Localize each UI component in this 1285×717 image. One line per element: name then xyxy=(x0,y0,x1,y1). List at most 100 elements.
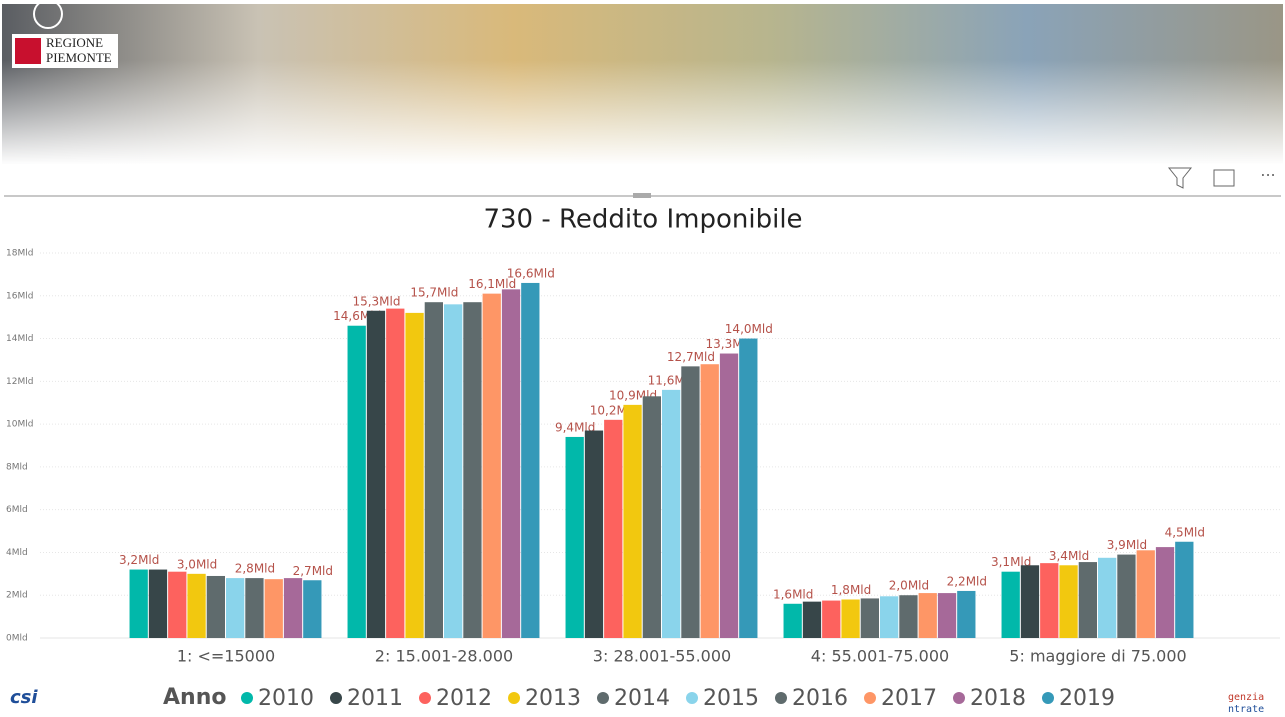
bar xyxy=(424,302,443,638)
agenzia-logo: genzia xyxy=(1228,692,1264,703)
bar xyxy=(168,571,187,638)
data-label: 16,6Mld xyxy=(507,266,555,280)
data-label: 2,8Mld xyxy=(235,562,275,576)
bar xyxy=(604,419,623,638)
legend-title: Anno xyxy=(163,685,226,710)
y-tick-label: 14Mld xyxy=(6,334,33,344)
y-tick-label: 16Mld xyxy=(6,291,33,301)
legend-label: 2010 xyxy=(258,686,314,711)
legend-marker xyxy=(864,692,876,704)
data-label: 1,8Mld xyxy=(831,583,871,597)
bar xyxy=(739,338,758,638)
data-label: 2,0Mld xyxy=(889,579,929,593)
bar xyxy=(1098,557,1117,638)
bar xyxy=(347,325,366,638)
bar xyxy=(148,569,168,638)
more-icon[interactable]: ··· xyxy=(1260,166,1275,185)
bar xyxy=(880,596,899,638)
logo-flag xyxy=(15,38,41,64)
filter-icon[interactable] xyxy=(1167,167,1193,189)
header-fade xyxy=(2,60,1283,165)
data-label: 15,3Mld xyxy=(352,294,400,308)
data-label: 3,4Mld xyxy=(1049,549,1089,563)
bar xyxy=(719,353,739,638)
bar xyxy=(822,600,841,638)
bar xyxy=(1020,565,1040,638)
x-tick-label: 3: 28.001-55.000 xyxy=(593,647,731,666)
bar xyxy=(501,289,521,638)
bar xyxy=(1155,547,1175,638)
y-tick-label: 12Mld xyxy=(6,377,33,387)
bar xyxy=(841,599,860,638)
legend-label: 2012 xyxy=(436,686,492,711)
data-label: 12,7Mld xyxy=(667,350,715,364)
data-label: 3,9Mld xyxy=(1107,538,1147,552)
bar xyxy=(1136,550,1155,638)
y-tick-label: 18Mld xyxy=(6,249,33,259)
legend-marker xyxy=(419,692,431,704)
legend-marker xyxy=(330,692,342,704)
legend-marker xyxy=(597,692,609,704)
focus-icon[interactable] xyxy=(1213,169,1235,187)
data-label: 3,2Mld xyxy=(119,553,159,567)
y-tick-label: 8Mld xyxy=(6,462,28,472)
legend-label: 2018 xyxy=(970,686,1026,711)
bar xyxy=(565,436,584,638)
bar xyxy=(129,569,148,638)
bar xyxy=(623,404,642,638)
legend-label: 2017 xyxy=(881,686,937,711)
y-tick-label: 2Mld xyxy=(6,591,28,601)
legend-label: 2011 xyxy=(347,686,403,711)
y-tick-label: 4Mld xyxy=(6,548,28,558)
legend-label: 2016 xyxy=(792,686,848,711)
data-label: 2,7Mld xyxy=(293,564,333,578)
data-label: 1,6Mld xyxy=(773,587,813,601)
logo-text: REGIONE xyxy=(46,35,103,50)
bar xyxy=(584,430,604,638)
bar xyxy=(206,575,225,638)
bar xyxy=(482,293,501,638)
bar xyxy=(1175,541,1194,638)
chart-title: 730 - Reddito Imponibile xyxy=(483,205,802,235)
bar xyxy=(1117,554,1136,638)
bar xyxy=(783,603,802,638)
bar xyxy=(1001,571,1020,638)
legend-label: 2019 xyxy=(1059,686,1115,711)
bar xyxy=(662,389,681,638)
data-label: 15,7Mld xyxy=(410,286,458,300)
x-tick-label: 1: <=15000 xyxy=(177,647,275,666)
data-label: 3,0Mld xyxy=(177,557,217,571)
legend-label: 2013 xyxy=(525,686,581,711)
bar xyxy=(187,573,206,638)
bar xyxy=(245,578,264,638)
legend-marker xyxy=(686,692,698,704)
bar xyxy=(1078,562,1097,638)
bar xyxy=(681,366,700,638)
bar xyxy=(366,310,386,638)
data-label: 2,2Mld xyxy=(947,574,987,588)
bar xyxy=(303,580,322,638)
bar xyxy=(860,598,879,638)
x-tick-label: 2: 15.001-28.000 xyxy=(375,647,513,666)
bar xyxy=(918,593,937,638)
x-tick-label: 5: maggiore di 75.000 xyxy=(1009,647,1186,666)
legend-label: 2015 xyxy=(703,686,759,711)
bar xyxy=(642,396,661,638)
legend-marker xyxy=(508,692,520,704)
bar xyxy=(283,578,303,638)
legend-marker xyxy=(1042,692,1054,704)
bar xyxy=(802,601,822,638)
bar xyxy=(700,364,719,638)
back-button[interactable] xyxy=(33,0,63,29)
bar xyxy=(264,579,283,638)
data-label: 14,0Mld xyxy=(725,322,773,336)
bar xyxy=(957,590,976,638)
bar xyxy=(405,312,424,638)
legend-marker xyxy=(241,692,253,704)
legend-marker xyxy=(953,692,965,704)
legend-label: 2014 xyxy=(614,686,670,711)
y-tick-label: 6Mld xyxy=(6,505,28,515)
resize-handle[interactable] xyxy=(633,193,651,198)
csi-logo: csi xyxy=(10,687,38,708)
